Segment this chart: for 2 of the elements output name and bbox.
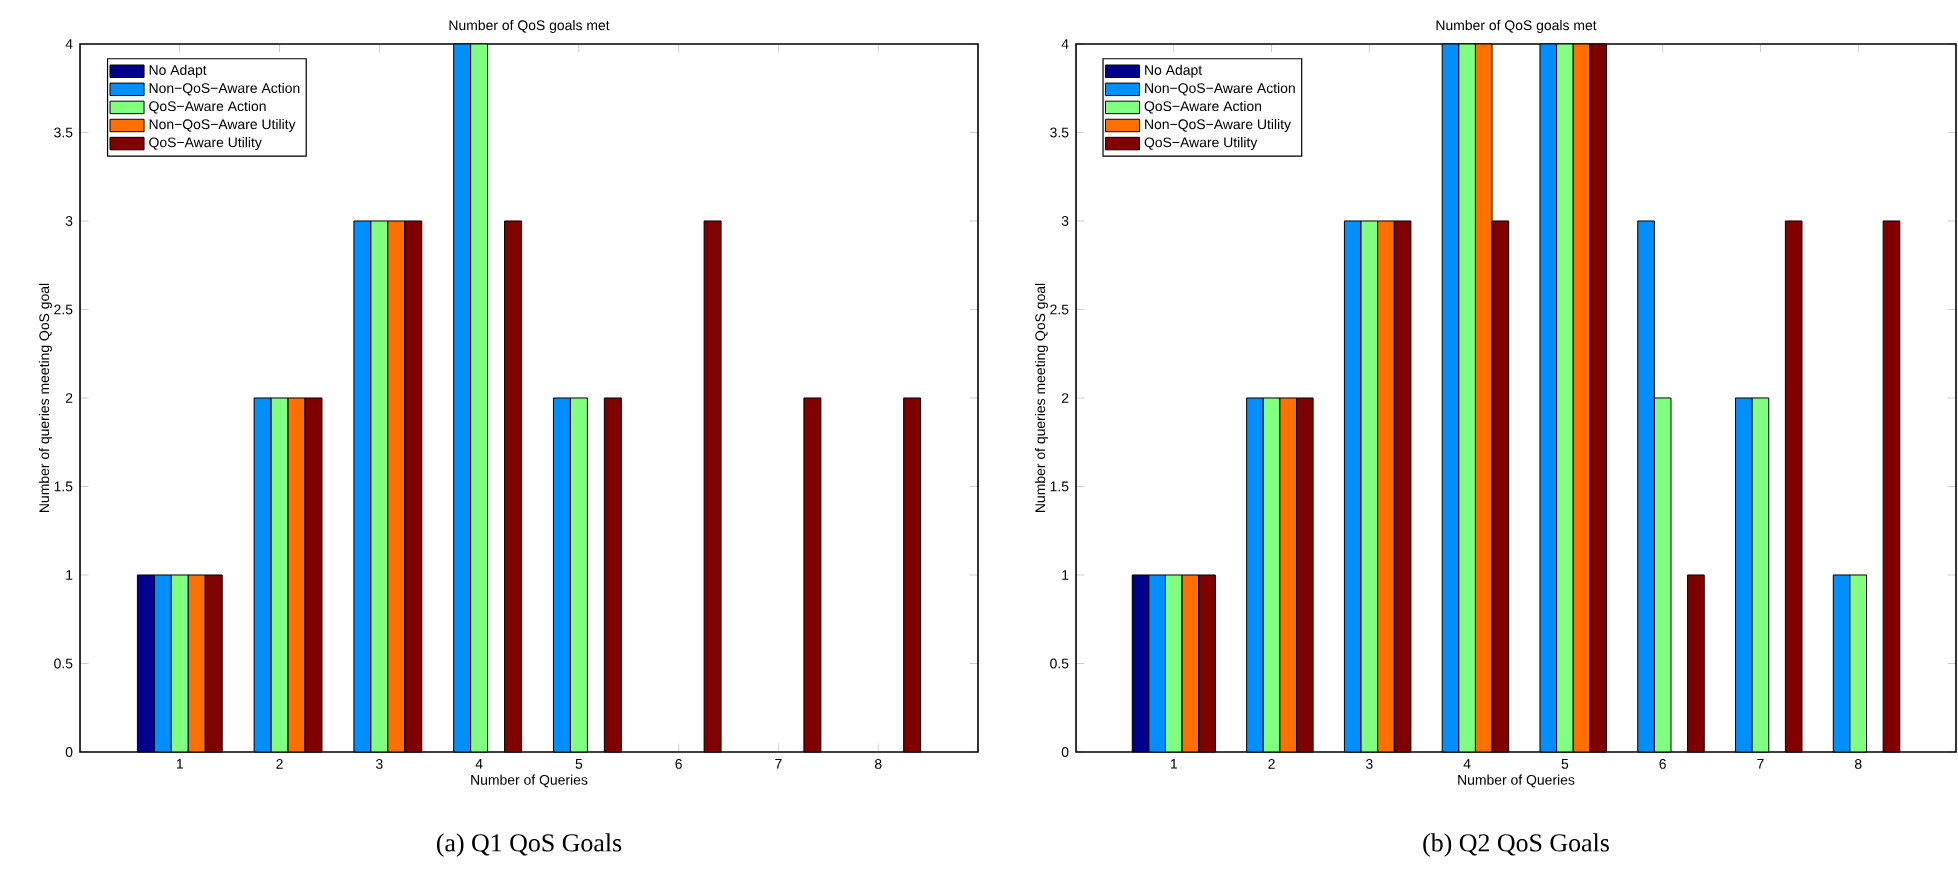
text: (b) Q2 QoS Goals [1423, 833, 1609, 857]
text: (a) Q1 QoS Goals [436, 833, 622, 857]
